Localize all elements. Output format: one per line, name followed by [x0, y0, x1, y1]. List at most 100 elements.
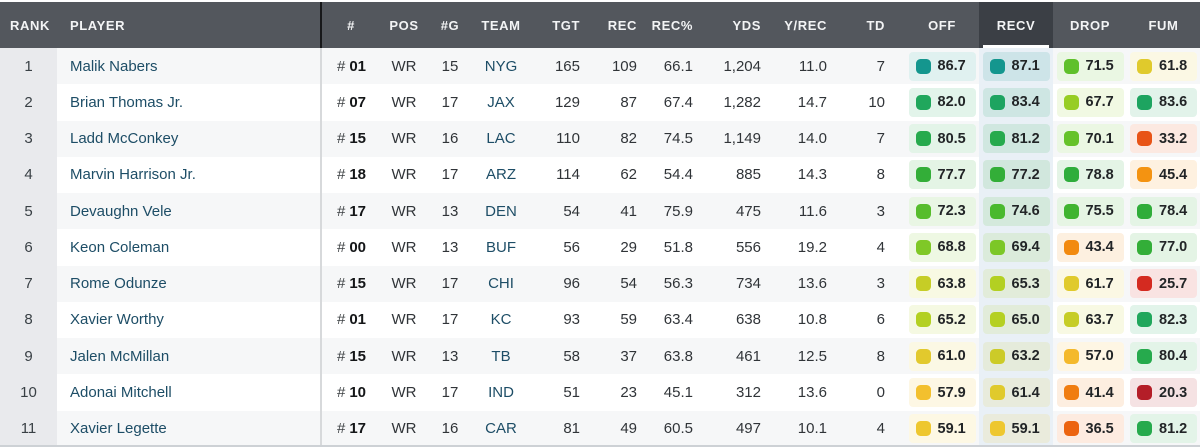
player-link[interactable]: Xavier Legette — [70, 420, 167, 438]
cell-td: 7 — [876, 130, 885, 148]
cell-drop: 71.5 — [1053, 48, 1127, 84]
player-link[interactable]: Devaughn Vele — [70, 202, 172, 220]
cell-yrec: 13.6 — [797, 384, 827, 402]
rating-color-icon — [989, 312, 1005, 328]
cell-tgt: 114 — [556, 166, 580, 184]
cell-team: KC — [472, 302, 530, 338]
team-link[interactable]: DEN — [485, 202, 517, 220]
team-link[interactable]: CHI — [488, 275, 514, 293]
team-link[interactable]: LAC — [486, 130, 516, 148]
team-link[interactable]: BUF — [486, 238, 516, 256]
player-link[interactable]: Marvin Harrison Jr. — [70, 166, 196, 184]
team-link[interactable]: KC — [490, 311, 512, 329]
rating-chip-off: 59.1 — [908, 414, 976, 444]
cell-player: Keon Coleman — [57, 229, 320, 265]
column-header-player[interactable]: PLAYER — [70, 17, 126, 33]
player-link[interactable]: Brian Thomas Jr. — [70, 93, 184, 111]
rating-value: 43.4 — [1085, 239, 1114, 256]
team-link[interactable]: ARZ — [486, 166, 516, 184]
cell-rank: 5 — [0, 193, 57, 230]
rating-chip-fum: 77.0 — [1130, 232, 1197, 262]
cell-jersey: #00 — [320, 229, 380, 266]
rating-chip-drop: 67.7 — [1056, 87, 1124, 117]
cell-pos: WR — [391, 202, 417, 220]
cell-fum: 77.0 — [1127, 229, 1200, 265]
cell-yds: 638 — [735, 311, 761, 329]
cell-td: 3 — [876, 275, 885, 293]
cell-recv: 81.2 — [979, 120, 1053, 157]
table-row: 8 Xavier Worthy #01 WR 17 KC 93 59 63.4 638 10.8 6 6… — [0, 301, 1200, 339]
rating-color-icon — [915, 58, 931, 74]
rating-chip-drop: 75.5 — [1056, 196, 1124, 226]
cell-rank: 7 — [0, 265, 57, 302]
cell-off: 77.7 — [905, 157, 979, 193]
jersey-number: 18 — [349, 166, 367, 184]
cell-g: 17 — [441, 311, 459, 329]
cell-fum: 25.7 — [1127, 266, 1200, 302]
cell-rank: 2 — [0, 84, 57, 121]
column-header-td[interactable]: TD — [866, 17, 885, 33]
rating-chip-drop: 43.4 — [1056, 232, 1124, 262]
rating-value: 65.2 — [937, 311, 966, 328]
column-header-fum[interactable]: FUM — [1148, 17, 1179, 33]
rating-color-icon — [989, 348, 1005, 364]
column-header-yds[interactable]: YDS — [732, 17, 761, 33]
cell-rec: 29 — [620, 238, 637, 256]
column-header-jersey[interactable]: # — [320, 2, 380, 48]
rating-value: 61.8 — [1159, 58, 1188, 75]
team-link[interactable]: TB — [491, 347, 511, 365]
cell-rank: 8 — [0, 301, 57, 339]
column-header-g[interactable]: #G — [440, 17, 460, 33]
column-header-team[interactable]: TEAM — [481, 17, 521, 33]
rating-color-icon — [1063, 94, 1079, 110]
cell-recv: 65.3 — [979, 265, 1053, 302]
cell-recpct: 51.8 — [663, 238, 693, 256]
rating-chip-drop: 41.4 — [1056, 378, 1124, 408]
cell-tgt: 81 — [563, 420, 580, 438]
cell-g: 13 — [441, 202, 459, 220]
team-link[interactable]: NYG — [484, 57, 518, 75]
cell-recpct: 54.4 — [663, 166, 693, 184]
player-link[interactable]: Xavier Worthy — [70, 311, 164, 329]
column-header-recpct[interactable]: REC% — [651, 17, 693, 33]
rating-value: 45.4 — [1159, 166, 1188, 183]
team-link[interactable]: JAX — [487, 93, 515, 111]
player-link[interactable]: Jalen McMillan — [70, 347, 170, 365]
rating-chip-off: 63.8 — [908, 269, 976, 299]
rating-value: 65.3 — [1011, 275, 1040, 292]
rating-color-icon — [1137, 167, 1152, 183]
rating-value: 69.4 — [1011, 239, 1040, 256]
rating-value: 80.4 — [1159, 348, 1188, 365]
column-header-drop[interactable]: DROP — [1070, 17, 1110, 33]
rating-value: 83.4 — [1011, 94, 1040, 111]
cell-pos: WR — [391, 238, 417, 256]
cell-g: 17 — [441, 275, 459, 293]
player-link[interactable]: Keon Coleman — [70, 238, 170, 256]
player-link[interactable]: Adonai Mitchell — [70, 384, 172, 402]
cell-pos: WR — [391, 275, 417, 293]
rating-color-icon — [1137, 203, 1152, 219]
cell-off: 65.2 — [905, 302, 979, 338]
column-header-rank[interactable]: RANK — [10, 17, 50, 33]
column-header-tgt[interactable]: TGT — [552, 17, 580, 33]
jersey-hash: # — [337, 57, 346, 75]
cell-g: 16 — [441, 130, 459, 148]
player-link[interactable]: Ladd McConkey — [70, 130, 179, 148]
player-link[interactable]: Malik Nabers — [70, 57, 158, 75]
rating-color-icon — [989, 276, 1005, 292]
rating-chip-recv: 65.3 — [982, 269, 1050, 299]
team-link[interactable]: CAR — [485, 420, 517, 438]
column-header-pos[interactable]: POS — [389, 17, 419, 33]
rating-value: 65.0 — [1011, 311, 1040, 328]
rating-value: 41.4 — [1085, 384, 1114, 401]
player-link[interactable]: Rome Odunze — [70, 275, 167, 293]
column-header-yrec[interactable]: Y/REC — [784, 17, 827, 33]
rating-chip-fum: 78.4 — [1130, 196, 1197, 226]
cell-tgt: 129 — [554, 93, 580, 111]
team-link[interactable]: IND — [488, 384, 514, 402]
column-header-recv[interactable]: RECV — [979, 2, 1053, 48]
column-header-off[interactable]: OFF — [928, 17, 956, 33]
jersey-number: 15 — [349, 130, 367, 148]
column-header-rec[interactable]: REC — [607, 17, 637, 33]
table-row: 7 Rome Odunze #15 WR 17 CHI 96 54 56.3 734 13.6 3 63… — [0, 265, 1200, 302]
